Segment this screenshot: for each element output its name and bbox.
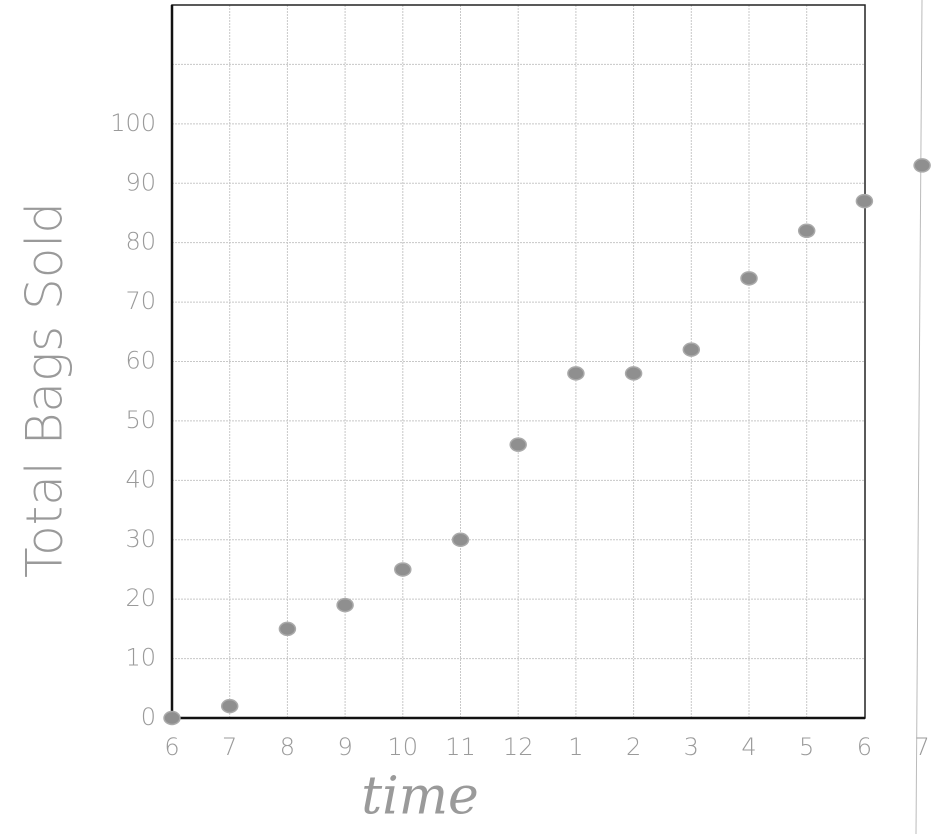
point [337,599,353,612]
x-tick-label: 4 [741,733,756,761]
point [510,438,526,451]
point [453,533,469,546]
point [626,367,642,380]
x-tick-label: 5 [799,733,814,761]
y-tick-label: 50 [125,406,156,434]
y-tick-label: 40 [125,465,156,493]
x-tick-label: 9 [337,733,352,761]
y-tick-label: 70 [125,287,156,315]
x-tick-label: 10 [388,733,419,761]
chart: Total Bags Sold time 0 10 20 30 40 50 60 70 80 90… [0,0,942,834]
point [741,272,757,285]
x-tick-label: 6 [164,733,179,761]
y-tick-label: 10 [125,644,156,672]
y-tick-label: 100 [110,109,156,137]
point [568,367,584,380]
x-tick-label: 8 [280,733,295,761]
y-axis-label: Total Bags Sold [16,202,74,578]
x-tick-label: 3 [684,733,699,761]
y-tick-label: 60 [125,347,156,375]
x-tick-label: 12 [503,733,534,761]
point [799,224,815,237]
point [856,195,872,208]
y-tick-label: 80 [125,228,156,256]
y-tick-label: 90 [125,168,156,196]
y-tick-label: 0 [141,703,156,731]
x-axis-label: time [361,767,479,827]
point [164,712,180,725]
x-tick-label: 2 [626,733,641,761]
point [395,563,411,576]
x-tick-label: 11 [445,733,476,761]
x-tick-label: 7 [222,733,237,761]
x-tick-label: 1 [568,733,583,761]
y-tick-label: 20 [125,584,156,612]
point [222,700,238,713]
point [683,343,699,356]
point [914,159,930,172]
x-tick-label: 6 [857,733,872,761]
y-tick-label: 30 [125,525,156,553]
x-tick-label: 7 [914,733,929,761]
point [279,622,295,635]
